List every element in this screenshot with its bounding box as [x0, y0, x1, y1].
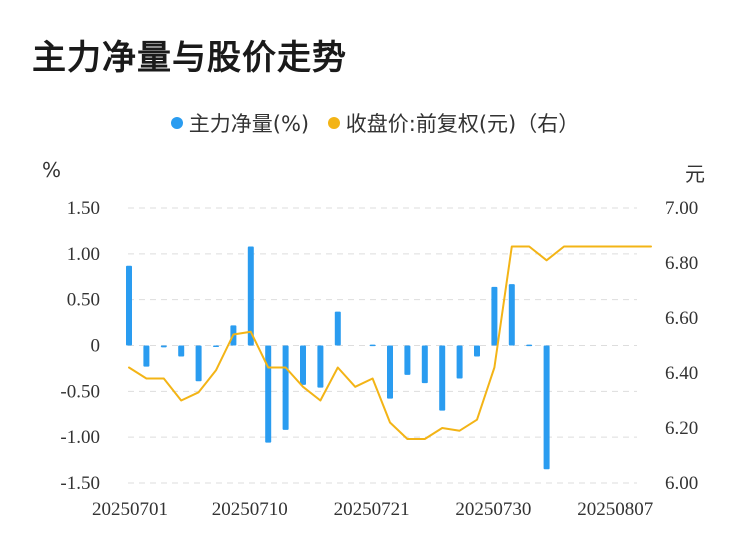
right-tick-label: 7.00	[665, 198, 698, 219]
price-line	[128, 245, 652, 440]
legend-dot-line	[327, 117, 340, 129]
bar	[334, 311, 341, 346]
left-axis-unit: %	[42, 158, 62, 182]
legend-label-line: 收盘价:前复权(元)（右）	[345, 112, 580, 136]
legend-label-bar: 主力净量(%)	[188, 112, 310, 136]
bar	[439, 345, 446, 411]
left-tick-label: 1.50	[67, 198, 100, 219]
x-tick-label: 20250721	[334, 499, 410, 520]
bar	[317, 345, 324, 388]
bar	[160, 345, 167, 348]
bar	[526, 344, 533, 347]
bar	[491, 286, 498, 346]
right-tick-label: 6.80	[665, 253, 698, 274]
bar	[178, 345, 185, 357]
legend-item-line[interactable]: 收盘价:前复权(元)（右）	[327, 108, 580, 138]
x-tick-label: 20250807	[577, 499, 653, 520]
bar	[369, 344, 376, 347]
left-tick-label: -1.00	[60, 427, 100, 448]
page-title: 主力净量与股价走势	[32, 38, 347, 78]
x-tick-label: 20250701	[92, 499, 168, 520]
legend: 主力净量(%) 收盘价:前复权(元)（右）	[0, 108, 750, 138]
bar	[126, 265, 132, 346]
x-tick-label: 20250710	[212, 499, 288, 520]
bar	[143, 345, 150, 367]
bar	[474, 345, 480, 357]
right-tick-label: 6.40	[665, 363, 698, 384]
left-tick-label: 1.00	[67, 244, 100, 265]
bar	[421, 345, 428, 384]
bar	[387, 345, 393, 399]
bar	[300, 345, 306, 385]
left-tick-label: 0	[91, 336, 101, 357]
left-tick-label: 0.50	[67, 290, 100, 311]
bar	[213, 345, 219, 347]
right-tick-label: 6.00	[665, 473, 698, 494]
legend-item-bar[interactable]: 主力净量(%)	[170, 108, 310, 138]
bar	[404, 345, 411, 375]
bar	[543, 345, 550, 470]
left-tick-label: -0.50	[60, 381, 100, 402]
right-tick-label: 6.60	[665, 308, 698, 329]
bar	[247, 246, 254, 346]
legend-dot-bar	[170, 117, 183, 129]
right-axis-unit: 元	[685, 162, 705, 186]
x-tick-label: 20250730	[455, 499, 531, 520]
right-tick-label: 6.20	[665, 418, 698, 439]
bar	[195, 345, 202, 382]
bar	[508, 284, 515, 346]
bar	[282, 345, 289, 430]
bar	[265, 345, 272, 443]
bar	[456, 345, 463, 379]
left-tick-label: -1.50	[60, 473, 100, 494]
